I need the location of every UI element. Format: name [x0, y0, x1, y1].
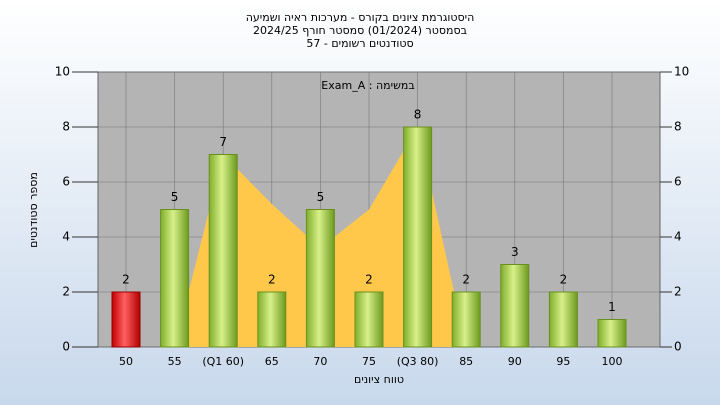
chart-title: סטודנטים רשומים - 57 — [306, 37, 413, 50]
y2-tick-label: 6 — [674, 175, 682, 189]
data-label: 3 — [511, 245, 519, 259]
bar — [597, 319, 627, 348]
x-tick-label: 70 — [313, 355, 327, 368]
bar — [305, 209, 335, 348]
y-tick-label: 2 — [62, 285, 70, 299]
y-tick-label: 6 — [62, 175, 70, 189]
y2-tick-label: 10 — [674, 65, 689, 79]
x-tick-label: (Q3 80) — [397, 355, 439, 368]
data-label: 2 — [462, 273, 470, 287]
data-label: 8 — [414, 108, 422, 122]
chart-title: בסמסטר (01/2024) סמסטר חורף 2024/25 — [253, 24, 467, 37]
bar — [548, 291, 578, 348]
area — [174, 127, 467, 347]
data-label: 2 — [122, 273, 130, 287]
x-tick-label: 95 — [556, 355, 570, 368]
data-label: 5 — [171, 190, 179, 204]
x-tick-label: 75 — [362, 355, 376, 368]
bar — [111, 291, 141, 348]
bar — [403, 126, 433, 348]
data-label: 1 — [608, 300, 616, 314]
bar — [354, 291, 384, 348]
y-tick-label: 10 — [55, 65, 70, 79]
x-tick-label: (Q1 60) — [202, 355, 244, 368]
y2-tick-label: 0 — [674, 340, 682, 354]
x-tick-label: 55 — [168, 355, 182, 368]
bar — [257, 291, 287, 348]
data-label: 2 — [560, 273, 568, 287]
bar — [208, 154, 238, 348]
chart-title: היסטוגרמת ציונים בקורס - מערכות ראיה ושמ… — [246, 11, 475, 24]
data-label: 2 — [365, 273, 373, 287]
x-tick-label: 85 — [459, 355, 473, 368]
bar — [160, 209, 190, 348]
y2-tick-label: 4 — [674, 230, 682, 244]
bar — [500, 264, 530, 348]
y-tick-label: 8 — [62, 120, 70, 134]
annotation: במשימה : Exam_A — [321, 79, 414, 92]
x-tick-label: 65 — [265, 355, 279, 368]
data-label: 5 — [317, 190, 325, 204]
y-tick-label: 0 — [62, 340, 70, 354]
bar — [451, 291, 481, 348]
x-axis-label: טווח ציונים — [354, 373, 404, 386]
y2-tick-label: 8 — [674, 120, 682, 134]
y-tick-label: 4 — [62, 230, 70, 244]
y-axis-label: מספר סטודנטים — [27, 172, 40, 248]
x-tick-label: 50 — [119, 355, 133, 368]
data-label: 7 — [219, 135, 227, 149]
x-tick-label: 100 — [602, 355, 623, 368]
y2-tick-label: 2 — [674, 285, 682, 299]
x-tick-label: 90 — [508, 355, 522, 368]
data-label: 2 — [268, 273, 276, 287]
